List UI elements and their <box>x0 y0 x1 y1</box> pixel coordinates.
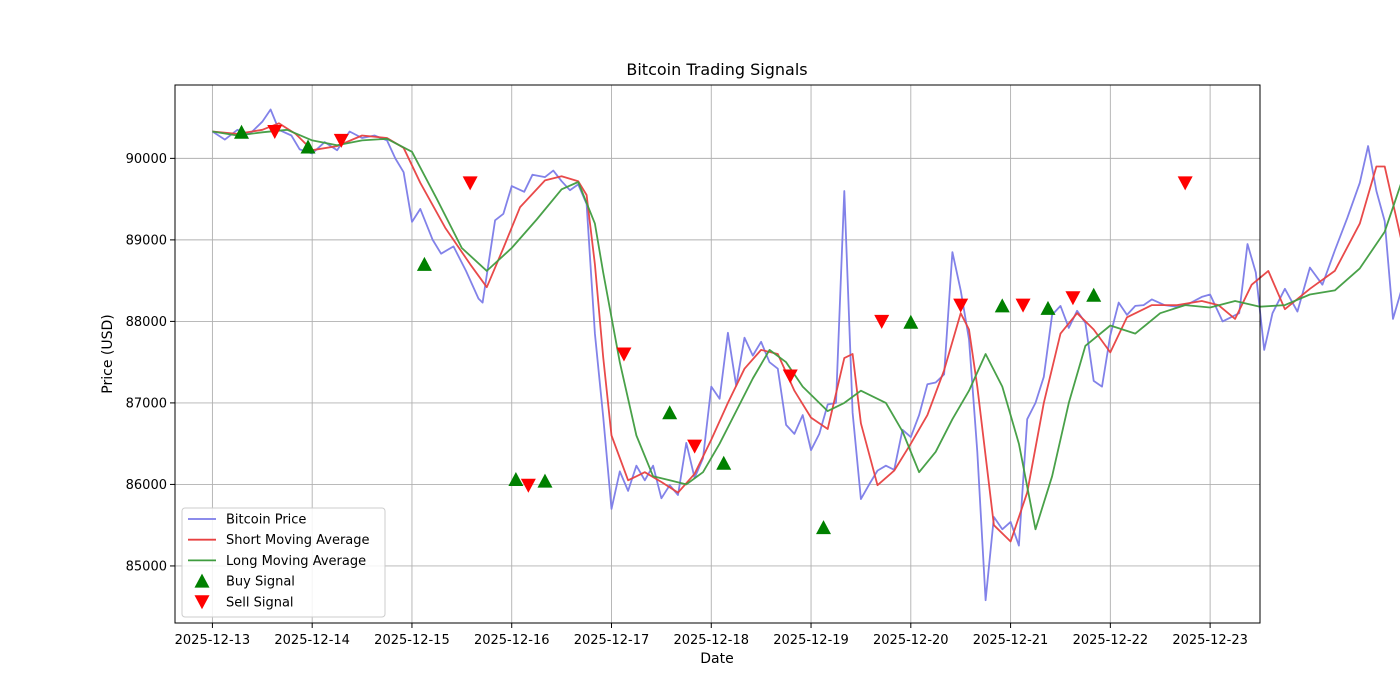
price-line <box>211 108 1400 602</box>
buy-signal-marker <box>816 520 832 535</box>
y-tick-label: 85000 <box>126 559 167 574</box>
y-tick-label: 89000 <box>126 233 167 248</box>
y-axis-label: Price (USD) <box>100 314 116 393</box>
buy-signal-marker <box>300 139 316 154</box>
legend-sell-label: Sell Signal <box>226 595 294 610</box>
x-tick-label: 2025-12-23 <box>1172 633 1248 648</box>
sell-signal-marker <box>1015 298 1031 313</box>
buy-signal-marker <box>508 472 524 487</box>
x-tick-label: 2025-12-22 <box>1073 633 1149 648</box>
grid-layer <box>175 85 1260 623</box>
legend-short-ma-label: Short Moving Average <box>226 533 370 548</box>
long-ma-line <box>212 128 1400 531</box>
legend-price-label: Bitcoin Price <box>226 513 306 528</box>
x-tick-label: 2025-12-17 <box>574 633 650 648</box>
sell-signal-marker <box>782 369 798 384</box>
legend-sell-swatch <box>194 595 210 610</box>
buy-signal-marker <box>1086 287 1102 302</box>
chart-title: Bitcoin Trading Signals <box>626 60 807 79</box>
sell-signal-marker <box>462 176 478 191</box>
x-tick-label: 2025-12-15 <box>374 633 450 648</box>
x-tick-label: 2025-12-20 <box>873 633 949 648</box>
legend-buy-swatch <box>194 573 210 588</box>
sell-signal-marker <box>1177 176 1193 191</box>
signal-layer <box>234 124 1193 535</box>
y-tick-label: 86000 <box>126 478 167 493</box>
buy-signal-marker <box>1040 300 1056 315</box>
sell-signal-marker <box>874 314 890 329</box>
buy-signal-marker <box>903 314 919 329</box>
y-tick-label: 87000 <box>126 396 167 411</box>
tick-layer: 2025-12-13 2025-12-14 2025-12-15 2025-12-16… <box>126 152 1248 648</box>
plot-frame <box>174 84 1261 624</box>
buy-signal-marker <box>537 473 553 488</box>
x-tick-label: 2025-12-16 <box>474 633 550 648</box>
x-tick-label: 2025-12-14 <box>274 633 350 648</box>
x-tick-label: 2025-12-21 <box>973 633 1049 648</box>
legend-box <box>181 507 386 618</box>
x-tick-label: 2025-12-19 <box>773 633 849 648</box>
sell-signal-marker <box>1065 291 1081 306</box>
buy-signal-marker <box>716 455 732 470</box>
buy-signal-marker <box>662 405 678 420</box>
short-ma-line <box>212 122 1400 543</box>
sell-signal-marker <box>953 298 969 313</box>
buy-signal-marker <box>416 256 432 271</box>
y-tick-label: 90000 <box>126 152 167 167</box>
series-layer <box>211 108 1400 602</box>
legend: Bitcoin Price Short Moving Average Long Mo… <box>181 507 386 618</box>
sell-signal-marker <box>616 347 632 362</box>
sell-signal-marker <box>267 124 283 139</box>
sell-signal-marker <box>687 439 703 454</box>
x-tick-label: 2025-12-13 <box>175 633 251 648</box>
legend-long-ma-label: Long Moving Average <box>226 554 366 569</box>
buy-signal-marker <box>994 298 1010 313</box>
x-axis-label: Date <box>700 651 733 667</box>
sell-signal-marker <box>520 478 536 493</box>
sell-signal-marker <box>333 133 349 148</box>
x-tick-label: 2025-12-18 <box>673 633 749 648</box>
y-tick-label: 88000 <box>126 315 167 330</box>
buy-signal-marker <box>234 124 250 139</box>
legend-buy-label: Buy Signal <box>226 575 295 590</box>
